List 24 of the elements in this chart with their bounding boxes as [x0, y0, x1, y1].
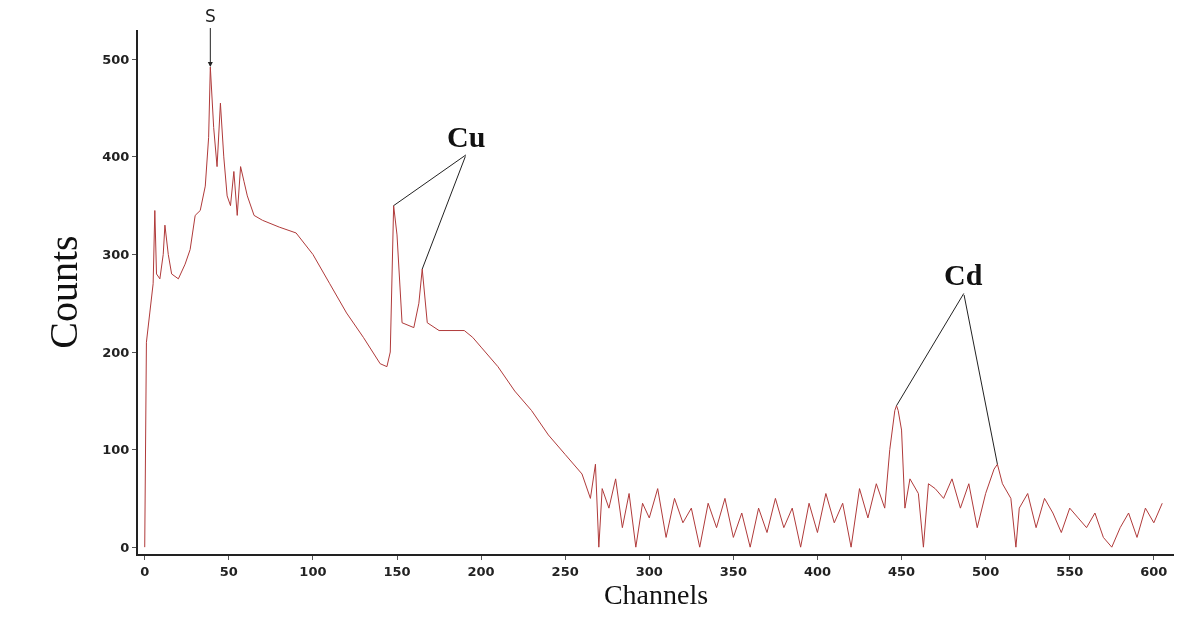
y-tick-label: 0 [120, 539, 130, 555]
y-tick-label: 500 [102, 51, 130, 67]
y-tick-label: 100 [102, 442, 130, 458]
x-tick-label: 600 [1140, 563, 1168, 579]
y-tick-label: 300 [102, 246, 130, 262]
x-tick-label: 50 [219, 563, 238, 579]
x-tick-label: 450 [887, 563, 916, 579]
y-tick-label: 200 [102, 344, 130, 360]
y-axis-title: Counts [41, 235, 87, 349]
x-tick-label: 350 [719, 563, 747, 579]
x-tick-label: 0 [140, 563, 150, 579]
annotation: S [205, 6, 216, 26]
x-tick-label: 550 [1056, 563, 1084, 579]
x-tick-label: 200 [467, 563, 495, 579]
y-tick-label: 400 [102, 149, 130, 165]
x-tick-label: 400 [803, 563, 832, 579]
x-tick-label: 100 [299, 563, 327, 579]
x-axis-title: Channels [603, 578, 709, 610]
x-tick-label: 300 [635, 563, 663, 579]
annotation: Cd [944, 258, 983, 291]
x-tick-label: 250 [551, 563, 579, 579]
annotation: Cu [447, 120, 486, 153]
x-tick-label: 150 [383, 563, 411, 579]
x-tick-label: 500 [972, 563, 1000, 579]
